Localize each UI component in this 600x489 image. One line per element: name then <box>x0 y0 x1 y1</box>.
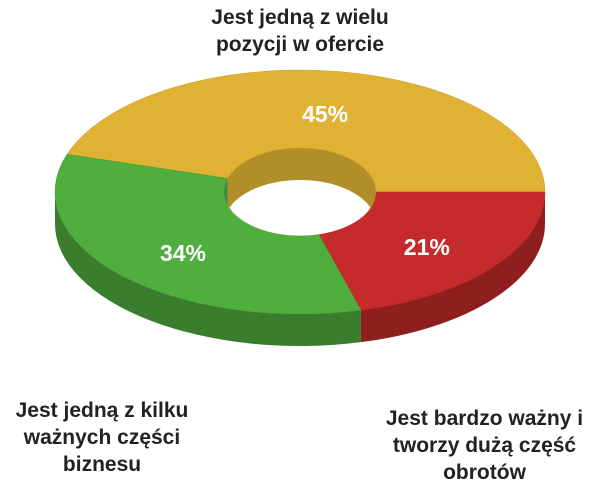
category-label: Jest bardzo ważny i tworzy dużą część ob… <box>385 407 584 484</box>
value-label: 34% <box>160 240 206 266</box>
side-wall <box>360 192 545 343</box>
side-wall <box>55 192 361 346</box>
slice <box>318 191 546 311</box>
category-label: Jest jedną z wielu pozycji w ofercie <box>211 6 389 56</box>
inner-wall <box>227 148 376 224</box>
slice <box>54 154 362 315</box>
value-label: 45% <box>302 101 348 127</box>
category-label: Jest jedną z kilku ważnych części biznes… <box>15 399 189 476</box>
value-label: 21% <box>404 234 450 260</box>
